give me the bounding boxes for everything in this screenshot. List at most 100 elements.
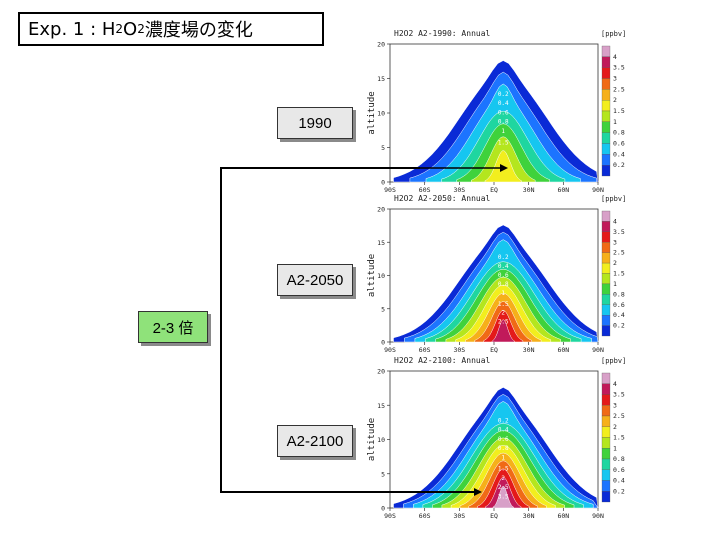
contour-label: 0.8: [498, 445, 509, 452]
legend-label: 1: [613, 118, 617, 126]
legend-swatch: [601, 304, 611, 316]
label-1990: 1990: [277, 107, 353, 139]
legend-swatch: [601, 491, 611, 503]
legend-swatch: [601, 221, 611, 232]
legend-label: 3.5: [613, 228, 625, 236]
legend-label: 3: [613, 401, 617, 409]
legend-swatch: [601, 480, 611, 492]
contour-level-10: [491, 319, 515, 343]
panel-title: H2O2 A2-1990: Annual: [394, 29, 491, 38]
x-tick-label: 30N: [523, 512, 535, 520]
factor-label: 2-3 倍: [138, 311, 208, 343]
legend-swatch: [601, 154, 611, 166]
legend-label: 0.6: [613, 140, 625, 148]
unit-label: [ppbv]: [601, 357, 626, 365]
x-tick-label: 30S: [453, 512, 465, 520]
contour-label: 2.5: [498, 319, 509, 326]
legend-label: 0.2: [613, 487, 625, 495]
contour-label: 1.5: [498, 139, 509, 146]
contour-panel-3: H2O2 A2-2100: Annual [ppbv] altitude 0 5 10 15…: [367, 356, 626, 520]
y-tick-label: 20: [377, 368, 385, 376]
legend-swatch: [601, 252, 611, 264]
contour-label: 0.6: [498, 272, 509, 279]
legend-label: 0.8: [613, 290, 625, 298]
legend-label: 3: [613, 238, 617, 246]
legend-swatch: [601, 78, 611, 90]
legend-swatch: [601, 426, 611, 438]
legend-swatch: [601, 469, 611, 481]
unit-label: [ppbv]: [601, 195, 626, 203]
legend-swatch: [601, 294, 611, 305]
y-tick-label: 10: [377, 436, 385, 444]
panel-title: H2O2 A2-2050: Annual: [394, 194, 491, 203]
contour-label: 1: [501, 454, 505, 461]
legend-label: 2: [613, 423, 617, 431]
y-tick-label: 0: [381, 505, 385, 513]
contour-label: 0.4: [498, 100, 509, 107]
contour-label: 0.2: [498, 254, 509, 261]
legend-label: 2.5: [613, 249, 625, 257]
contour-level-11: [492, 486, 514, 509]
y-tick-label: 0: [381, 339, 385, 347]
legend-label: 0.8: [613, 455, 625, 463]
x-tick-label: 30S: [453, 186, 465, 194]
x-tick-label: 90N: [592, 186, 604, 194]
label-2050: A2-2050: [277, 264, 353, 296]
x-tick-label: EQ: [490, 346, 498, 354]
legend-swatch: [601, 56, 611, 68]
x-tick-label: 60N: [557, 186, 569, 194]
contour-label: 0.4: [498, 427, 509, 434]
x-tick-label: 90N: [592, 346, 604, 354]
legend-swatch: [601, 45, 611, 57]
x-tick-label: 30S: [453, 346, 465, 354]
x-tick-label: EQ: [490, 512, 498, 520]
legend-label: 2.5: [613, 412, 625, 420]
contour-label: 0.4: [498, 263, 509, 270]
legend-label: 1.5: [613, 107, 625, 115]
legend-swatch: [601, 448, 611, 460]
legend-swatch: [601, 262, 611, 274]
contour-label: 0.6: [498, 436, 509, 443]
legend-swatch: [601, 405, 611, 417]
x-tick-label: 30N: [523, 346, 535, 354]
legend-swatch: [601, 415, 611, 427]
legend-swatch: [601, 273, 611, 285]
title-sub-2: 2: [137, 22, 145, 36]
title-sub-1: 2: [115, 22, 124, 36]
legend-swatch: [601, 315, 611, 326]
legend-label: 0.8: [613, 129, 625, 137]
contour-label: 0.2: [498, 417, 509, 424]
contour-label: 2: [501, 475, 505, 482]
legend-label: 3: [613, 75, 617, 83]
legend-label: 1.5: [613, 270, 625, 278]
y-tick-label: 5: [381, 305, 385, 313]
y-tick-label: 5: [381, 144, 385, 152]
contour-label: 1: [501, 290, 505, 297]
unit-label: [ppbv]: [601, 30, 626, 38]
legend-swatch: [601, 143, 611, 155]
legend-label: 0.4: [613, 150, 625, 158]
legend-label: 1: [613, 280, 617, 288]
legend-label: 0.6: [613, 466, 625, 474]
x-tick-label: 60S: [419, 346, 431, 354]
legend-label: 0.4: [613, 311, 625, 319]
legend-swatch: [601, 165, 611, 177]
y-axis-label: altitude: [367, 91, 377, 134]
legend-label: 0.4: [613, 477, 625, 485]
label-2100: A2-2100: [277, 425, 353, 457]
legend-swatch: [601, 231, 611, 243]
legend-label: 1.5: [613, 434, 625, 442]
x-tick-label: 90S: [384, 512, 396, 520]
y-tick-label: 15: [377, 239, 385, 247]
contour-label: 3.5: [498, 493, 509, 500]
legend-label: 3.5: [613, 64, 625, 72]
y-tick-label: 15: [377, 75, 385, 83]
legend-label: 1: [613, 444, 617, 452]
x-tick-label: 60S: [419, 186, 431, 194]
y-tick-label: 15: [377, 402, 385, 410]
y-tick-label: 10: [377, 110, 385, 118]
legend-label: 4: [613, 380, 617, 388]
contour-panel-2: H2O2 A2-2050: Annual [ppbv] altitude 0 5 10 15…: [367, 194, 626, 354]
title-suffix: 濃度場の変化: [144, 20, 253, 41]
